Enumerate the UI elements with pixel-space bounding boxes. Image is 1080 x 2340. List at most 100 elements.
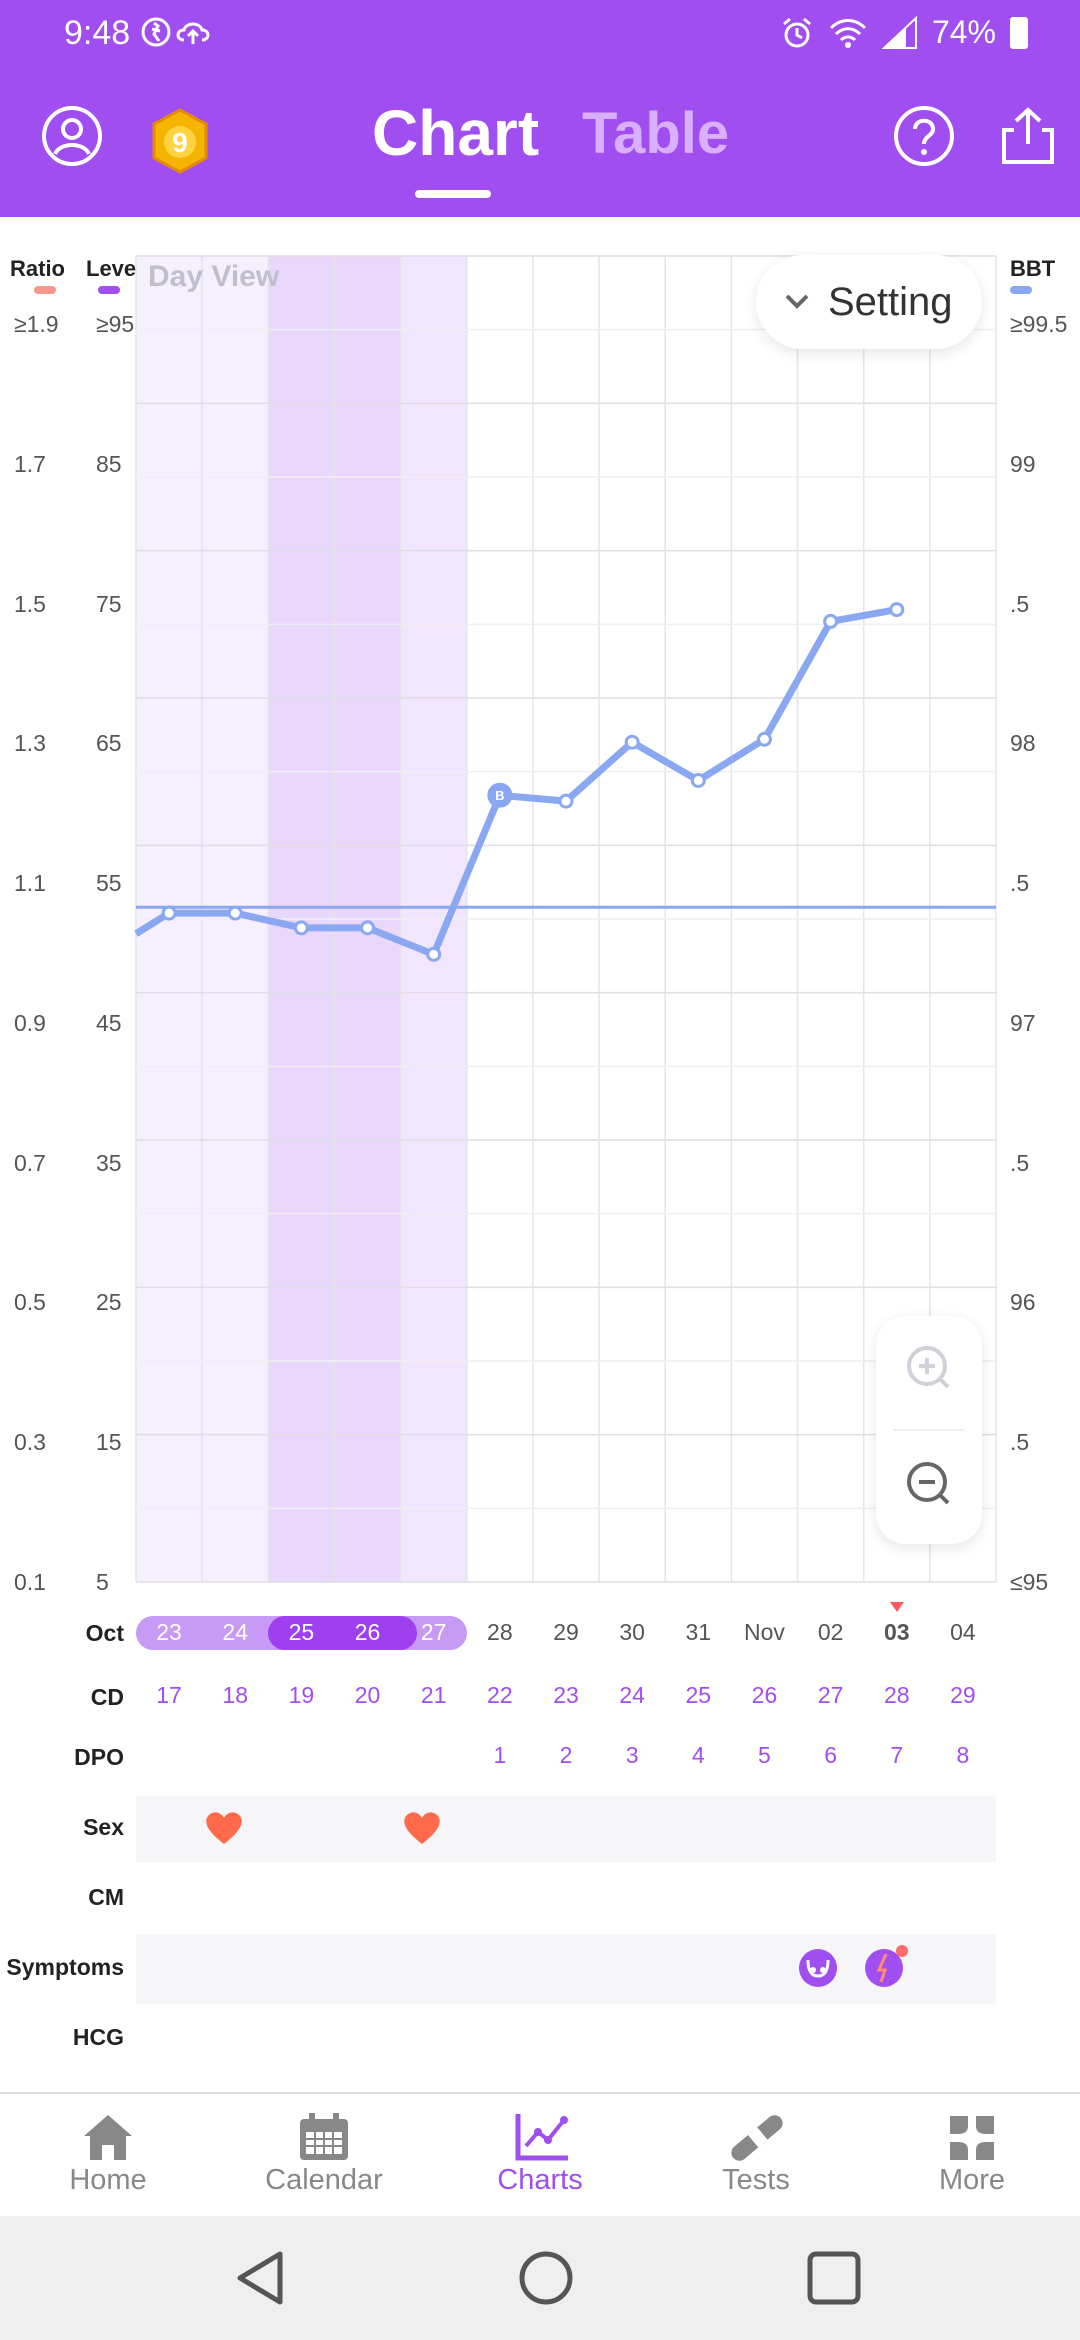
home-circle-icon[interactable] [516,2248,576,2308]
share-button[interactable] [996,104,1060,168]
level-tick-label: 45 [96,1009,122,1036]
status-right: 74% [780,14,1028,51]
nav-home-label: Home [69,2164,147,2196]
bbt-axis-title: BBT [1010,256,1056,281]
date-label[interactable]: 04 [950,1619,976,1645]
bbt-data-point[interactable] [823,613,839,629]
status-bar: 9:48 74% [0,0,1080,70]
bottom-navigation: Home Calendar Charts Tests Mo [0,2092,1080,2216]
system-navigation-bar [0,2216,1080,2340]
date-label[interactable]: 28 [487,1619,513,1645]
level-axis-title: Level [86,256,143,281]
nav-charts-label: Charts [497,2164,583,2196]
cycle-day-value: 18 [222,1682,249,1708]
dpo-value: 4 [691,1742,705,1768]
bbt-data-point[interactable] [227,905,243,921]
bbt-tick-label: .5 [1010,1429,1030,1456]
date-label[interactable]: 30 [619,1619,645,1645]
dpo-value: 1 [493,1742,507,1768]
headache-icon[interactable] [864,1944,910,1990]
level-badge[interactable]: 9 [150,108,210,174]
date-label[interactable]: 31 [685,1619,712,1645]
tab-table[interactable]: Table [582,101,730,166]
level-legend-swatch [98,286,120,294]
bbt-data-point[interactable] [624,734,640,750]
cycle-day-value: 29 [950,1682,976,1708]
tab-chart[interactable]: Chart [372,97,540,169]
date-label[interactable]: 23 [156,1619,182,1645]
wifi-icon [829,18,867,48]
bbt-data-point[interactable] [889,602,905,618]
app-header: 9:48 74% 9 Chart Tab [0,0,1080,217]
bbt-data-point[interactable] [293,920,309,936]
date-label[interactable]: 26 [354,1619,381,1645]
date-label[interactable]: 27 [420,1619,447,1645]
cycle-day-value: 21 [420,1682,447,1708]
nav-more[interactable]: More [882,2094,1062,2218]
level-tick-label: 15 [96,1429,122,1456]
nav-calendar[interactable]: Calendar [234,2094,414,2218]
recents-icon[interactable] [804,2248,864,2308]
cycle-day-value: 28 [883,1682,910,1708]
ratio-tick-label: 0.3 [14,1429,46,1456]
symptoms-row-band[interactable] [136,1934,996,2004]
ratio-tick-label: 0.5 [14,1289,46,1316]
ovulation-pill [268,1616,417,1650]
cycle-day-value: 19 [288,1682,315,1708]
help-button[interactable] [892,104,956,168]
status-notification-icons [140,14,220,58]
date-label[interactable]: Nov [744,1619,785,1645]
more-icon [950,2116,994,2160]
date-label[interactable]: 25 [288,1619,315,1645]
zoom-out-button[interactable] [876,1432,982,1544]
cycle-day-value: 23 [553,1682,579,1708]
level-tick-label: 5 [96,1569,109,1595]
cycle-day-value: 22 [487,1682,513,1708]
zoom-out-icon [907,1462,950,1505]
dpo-value: 7 [890,1742,904,1768]
today-marker [889,1602,904,1612]
ratio-tick-label: 1.1 [14,870,46,897]
breast-tenderness-icon[interactable] [798,1948,838,1988]
bbt-data-point[interactable] [558,793,574,809]
level-tick-label: 35 [96,1149,122,1176]
bbt-tick-label: .5 [1010,590,1030,617]
svg-text:9: 9 [172,127,188,158]
bbt-data-point[interactable] [756,731,772,747]
back-icon[interactable] [232,2248,288,2308]
date-label[interactable]: 29 [553,1619,579,1645]
cycle-day-value: 24 [619,1682,645,1708]
ratio-tick-label: 0.9 [14,1009,46,1036]
heart-icon[interactable] [402,1810,442,1846]
nav-home[interactable]: Home [18,2094,198,2218]
heart-icon[interactable] [204,1810,244,1846]
nav-charts[interactable]: Charts [450,2094,630,2218]
dpo-value: 5 [758,1742,771,1768]
home-icon [84,2115,132,2160]
coverline-marker-label: B [495,788,504,803]
bbt-data-point[interactable] [690,773,706,789]
bbt-data-point[interactable] [360,920,376,936]
profile-button[interactable] [40,104,104,168]
zoom-in-button[interactable] [876,1316,982,1428]
dpo-row-label: DPO [74,1744,124,1770]
charts-icon [515,2114,568,2161]
bbt-tick-label: .5 [1010,870,1030,897]
zoom-in-icon [907,1346,950,1389]
bbt-chart[interactable]: B [0,0,1080,1600]
date-label[interactable]: 24 [222,1619,249,1645]
nav-tests[interactable]: Tests [666,2094,846,2218]
ratio-tick-label: ≥1.9 [14,311,59,337]
hcg-row-label: HCG [72,2024,124,2050]
date-label[interactable]: 02 [817,1619,844,1645]
bbt-data-point[interactable] [161,905,177,921]
battery-percent: 74% [931,14,996,50]
zoom-divider [894,1429,964,1431]
setting-button[interactable]: Setting [756,255,982,349]
sex-row-band[interactable] [136,1796,996,1862]
dpo-value: 2 [559,1742,573,1768]
bbt-data-point[interactable] [487,782,513,808]
bbt-data-point[interactable] [426,946,442,962]
date-label[interactable]: 03 [883,1619,910,1645]
cd-row-label: CD [90,1684,124,1710]
